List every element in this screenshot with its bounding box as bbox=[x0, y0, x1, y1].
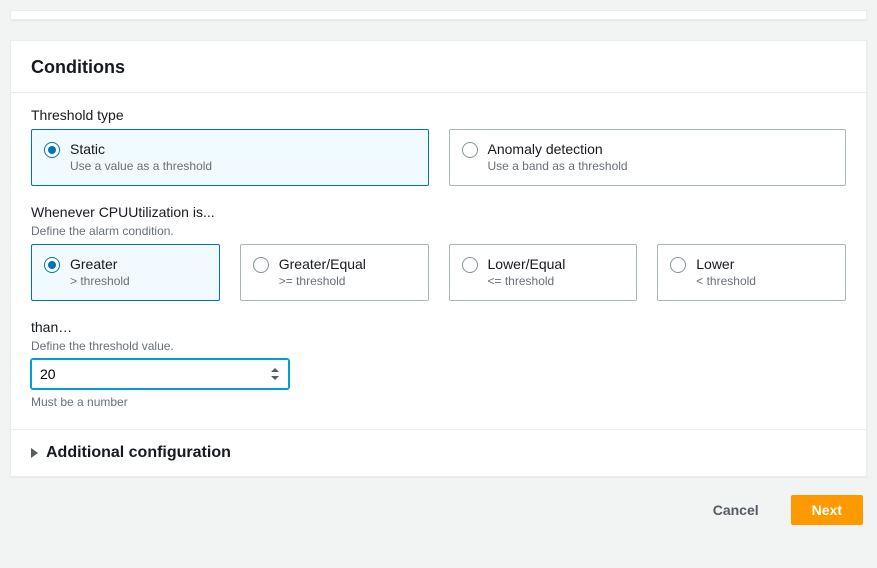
radio-icon bbox=[462, 257, 478, 273]
tile-title: Greater/Equal bbox=[279, 255, 366, 273]
tile-text: Greater > threshold bbox=[70, 255, 130, 290]
radio-icon bbox=[670, 257, 686, 273]
cancel-button[interactable]: Cancel bbox=[693, 496, 779, 524]
radio-icon bbox=[44, 142, 60, 158]
than-input-wrap bbox=[31, 359, 289, 389]
tile-text: Anomaly detection Use a band as a thresh… bbox=[488, 140, 628, 175]
than-helper: Must be a number bbox=[31, 395, 846, 409]
tile-sub: > threshold bbox=[70, 274, 130, 290]
condition-lower-equal[interactable]: Lower/Equal <= threshold bbox=[449, 244, 638, 301]
condition-hint: Define the alarm condition. bbox=[31, 224, 846, 238]
threshold-type-label: Threshold type bbox=[31, 107, 846, 123]
tile-text: Lower/Equal <= threshold bbox=[488, 255, 566, 290]
tile-sub: Use a band as a threshold bbox=[488, 159, 628, 175]
tile-title: Lower bbox=[696, 255, 756, 273]
threshold-type-tiles: Static Use a value as a threshold Anomal… bbox=[31, 129, 846, 186]
condition-tiles: Greater > threshold Greater/Equal >= thr… bbox=[31, 244, 846, 301]
tile-text: Greater/Equal >= threshold bbox=[279, 255, 366, 290]
tile-sub: < threshold bbox=[696, 274, 756, 290]
than-hint: Define the threshold value. bbox=[31, 339, 846, 353]
radio-icon bbox=[44, 257, 60, 273]
tile-sub: >= threshold bbox=[279, 274, 366, 290]
expander-label: Additional configuration bbox=[46, 444, 231, 462]
additional-configuration-expander[interactable]: Additional configuration bbox=[11, 430, 866, 476]
next-button[interactable]: Next bbox=[791, 495, 863, 525]
tile-sub: <= threshold bbox=[488, 274, 566, 290]
condition-greater-equal[interactable]: Greater/Equal >= threshold bbox=[240, 244, 429, 301]
condition-group: Whenever CPUUtilization is... Define the… bbox=[31, 204, 846, 301]
than-group: than… Define the threshold value. Must b… bbox=[31, 319, 846, 409]
radio-icon bbox=[253, 257, 269, 273]
tile-text: Static Use a value as a threshold bbox=[70, 140, 212, 175]
threshold-type-group: Threshold type Static Use a value as a t… bbox=[31, 107, 846, 186]
threshold-type-anomaly[interactable]: Anomaly detection Use a band as a thresh… bbox=[449, 129, 847, 186]
panel-title: Conditions bbox=[31, 57, 846, 78]
conditions-panel: Conditions Threshold type Static Use a v… bbox=[10, 40, 867, 477]
than-label: than… bbox=[31, 319, 846, 335]
threshold-value-input[interactable] bbox=[31, 359, 289, 389]
tile-title: Greater bbox=[70, 255, 130, 273]
wizard-footer: Cancel Next bbox=[10, 477, 867, 529]
panel-body: Threshold type Static Use a value as a t… bbox=[11, 93, 866, 430]
tile-text: Lower < threshold bbox=[696, 255, 756, 290]
condition-greater[interactable]: Greater > threshold bbox=[31, 244, 220, 301]
panel-header: Conditions bbox=[11, 41, 866, 93]
tile-sub: Use a value as a threshold bbox=[70, 159, 212, 175]
tile-title: Lower/Equal bbox=[488, 255, 566, 273]
condition-lower[interactable]: Lower < threshold bbox=[657, 244, 846, 301]
tile-title: Static bbox=[70, 140, 212, 158]
tile-title: Anomaly detection bbox=[488, 140, 628, 158]
radio-icon bbox=[462, 142, 478, 158]
threshold-type-static[interactable]: Static Use a value as a threshold bbox=[31, 129, 429, 186]
condition-label: Whenever CPUUtilization is... bbox=[31, 204, 846, 220]
previous-panel-edge bbox=[10, 10, 867, 20]
caret-right-icon bbox=[31, 448, 38, 458]
